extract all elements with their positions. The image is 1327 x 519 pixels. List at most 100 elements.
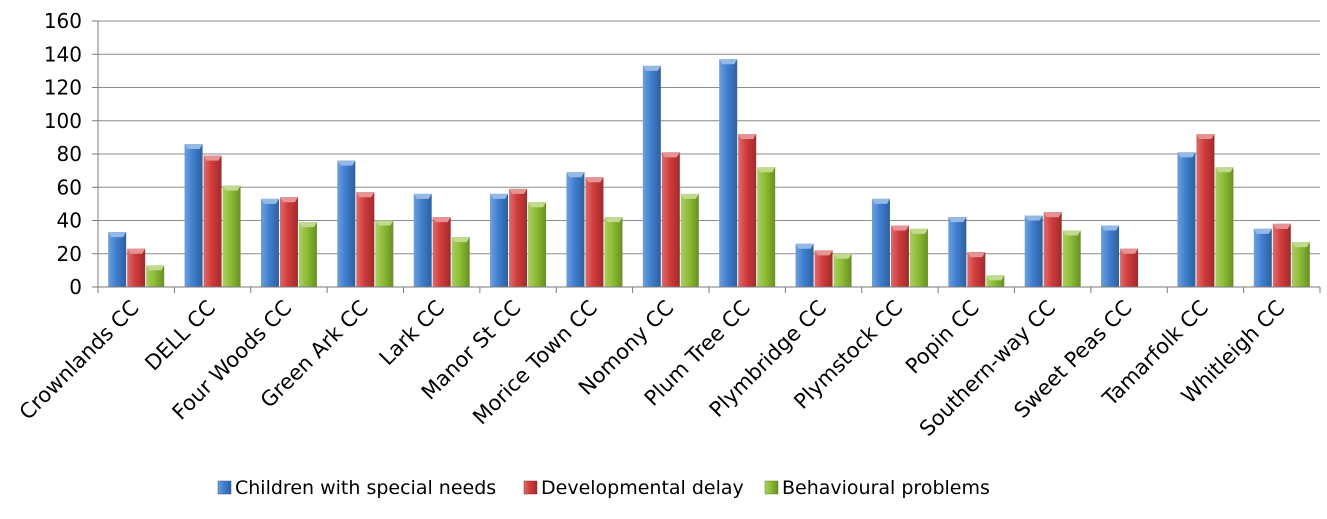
bar-bevel: [1215, 167, 1234, 173]
bar-body: [566, 172, 585, 287]
legend-label: Behavioural problems: [782, 477, 990, 499]
bar-bevel: [833, 253, 852, 259]
bar-bevel: [795, 243, 814, 249]
bar: [585, 177, 604, 287]
bars: [108, 59, 1310, 287]
bar-bevel: [1272, 223, 1291, 229]
bar: [279, 197, 298, 287]
y-tick-label: 40: [57, 209, 82, 233]
bar-bevel: [909, 228, 928, 234]
bar: [127, 248, 146, 287]
bar-bevel: [890, 225, 909, 231]
y-axis-tick-labels: 0 20 40 60 80 100 120 140 160: [44, 9, 82, 299]
bar-body: [909, 228, 928, 287]
bar-body: [432, 217, 451, 287]
bar-bevel: [661, 152, 680, 158]
bar: [1177, 152, 1196, 287]
legend: Children with special needs Developmental…: [217, 477, 990, 499]
bar-body: [1062, 230, 1081, 287]
bar-bevel: [337, 160, 356, 166]
bar: [337, 160, 356, 287]
bar: [967, 252, 986, 287]
bar-bevel: [298, 222, 317, 228]
bar: [642, 65, 661, 287]
bar: [871, 198, 890, 287]
bar-bevel: [642, 65, 661, 71]
legend-swatch: [523, 480, 538, 495]
legend-swatch: [764, 480, 779, 495]
bar: [356, 192, 375, 287]
bar-body: [337, 160, 356, 287]
y-tick-label: 120: [44, 76, 82, 100]
bar-body: [719, 59, 738, 287]
bar-bevel: [967, 252, 986, 258]
bar-bevel: [1253, 228, 1272, 234]
y-tick-label: 80: [57, 142, 82, 166]
bar: [108, 232, 127, 287]
bar-body: [356, 192, 375, 287]
y-tick-label: 100: [44, 109, 82, 133]
bar-body: [298, 222, 317, 287]
bar-body: [1177, 152, 1196, 287]
y-tick-label: 140: [44, 42, 82, 66]
bar-bevel: [604, 217, 623, 223]
bar: [509, 188, 528, 287]
bar: [757, 167, 776, 287]
bar-body: [1291, 242, 1310, 287]
bar-bevel: [490, 193, 509, 199]
bar-body: [375, 220, 394, 287]
legend-item: Behavioural problems: [764, 477, 990, 499]
axes: [92, 20, 1321, 293]
bar-body: [260, 198, 279, 287]
bar: [1043, 212, 1062, 287]
bar-body: [604, 217, 623, 287]
bar: [814, 250, 833, 287]
bar-bevel: [948, 217, 967, 223]
bar-body: [1196, 134, 1215, 287]
bar: [604, 217, 623, 287]
bar-bevel: [757, 167, 776, 173]
bar-body: [1024, 215, 1043, 287]
bar: [260, 198, 279, 287]
x-category-label: DELL CC: [140, 296, 220, 376]
bar: [661, 152, 680, 287]
bar: [490, 193, 509, 287]
bar-body: [986, 275, 1005, 287]
bar: [719, 59, 738, 287]
bar: [1120, 248, 1139, 287]
bar: [890, 225, 909, 287]
bar-body: [967, 252, 986, 287]
bar: [738, 134, 757, 287]
bar: [528, 202, 547, 287]
bar: [1196, 134, 1215, 287]
bar-body: [890, 225, 909, 287]
bar-bevel: [108, 232, 127, 238]
bar-body: [795, 243, 814, 287]
bar-bevel: [814, 250, 833, 256]
bar: [1291, 242, 1310, 287]
bar-bevel: [738, 134, 757, 140]
bar-body: [1101, 225, 1120, 287]
bar-bevel: [1024, 215, 1043, 221]
bar-bevel: [1177, 152, 1196, 158]
bar: [1215, 167, 1234, 287]
bar-body: [1253, 228, 1272, 287]
bar-bevel: [566, 172, 585, 178]
legend-label: Children with special needs: [235, 477, 496, 499]
bar-bevel: [719, 59, 738, 65]
bar: [375, 220, 394, 287]
bar-bevel: [680, 193, 699, 199]
bar-body: [279, 197, 298, 287]
bar-bevel: [127, 248, 146, 254]
bar-body: [642, 65, 661, 287]
bar-body: [948, 217, 967, 287]
bar: [184, 144, 203, 287]
bar-bevel: [222, 185, 241, 191]
legend-item: Developmental delay: [523, 477, 744, 499]
bar-bevel: [146, 265, 165, 271]
bar-body: [451, 237, 470, 287]
bar-bevel: [871, 198, 890, 204]
